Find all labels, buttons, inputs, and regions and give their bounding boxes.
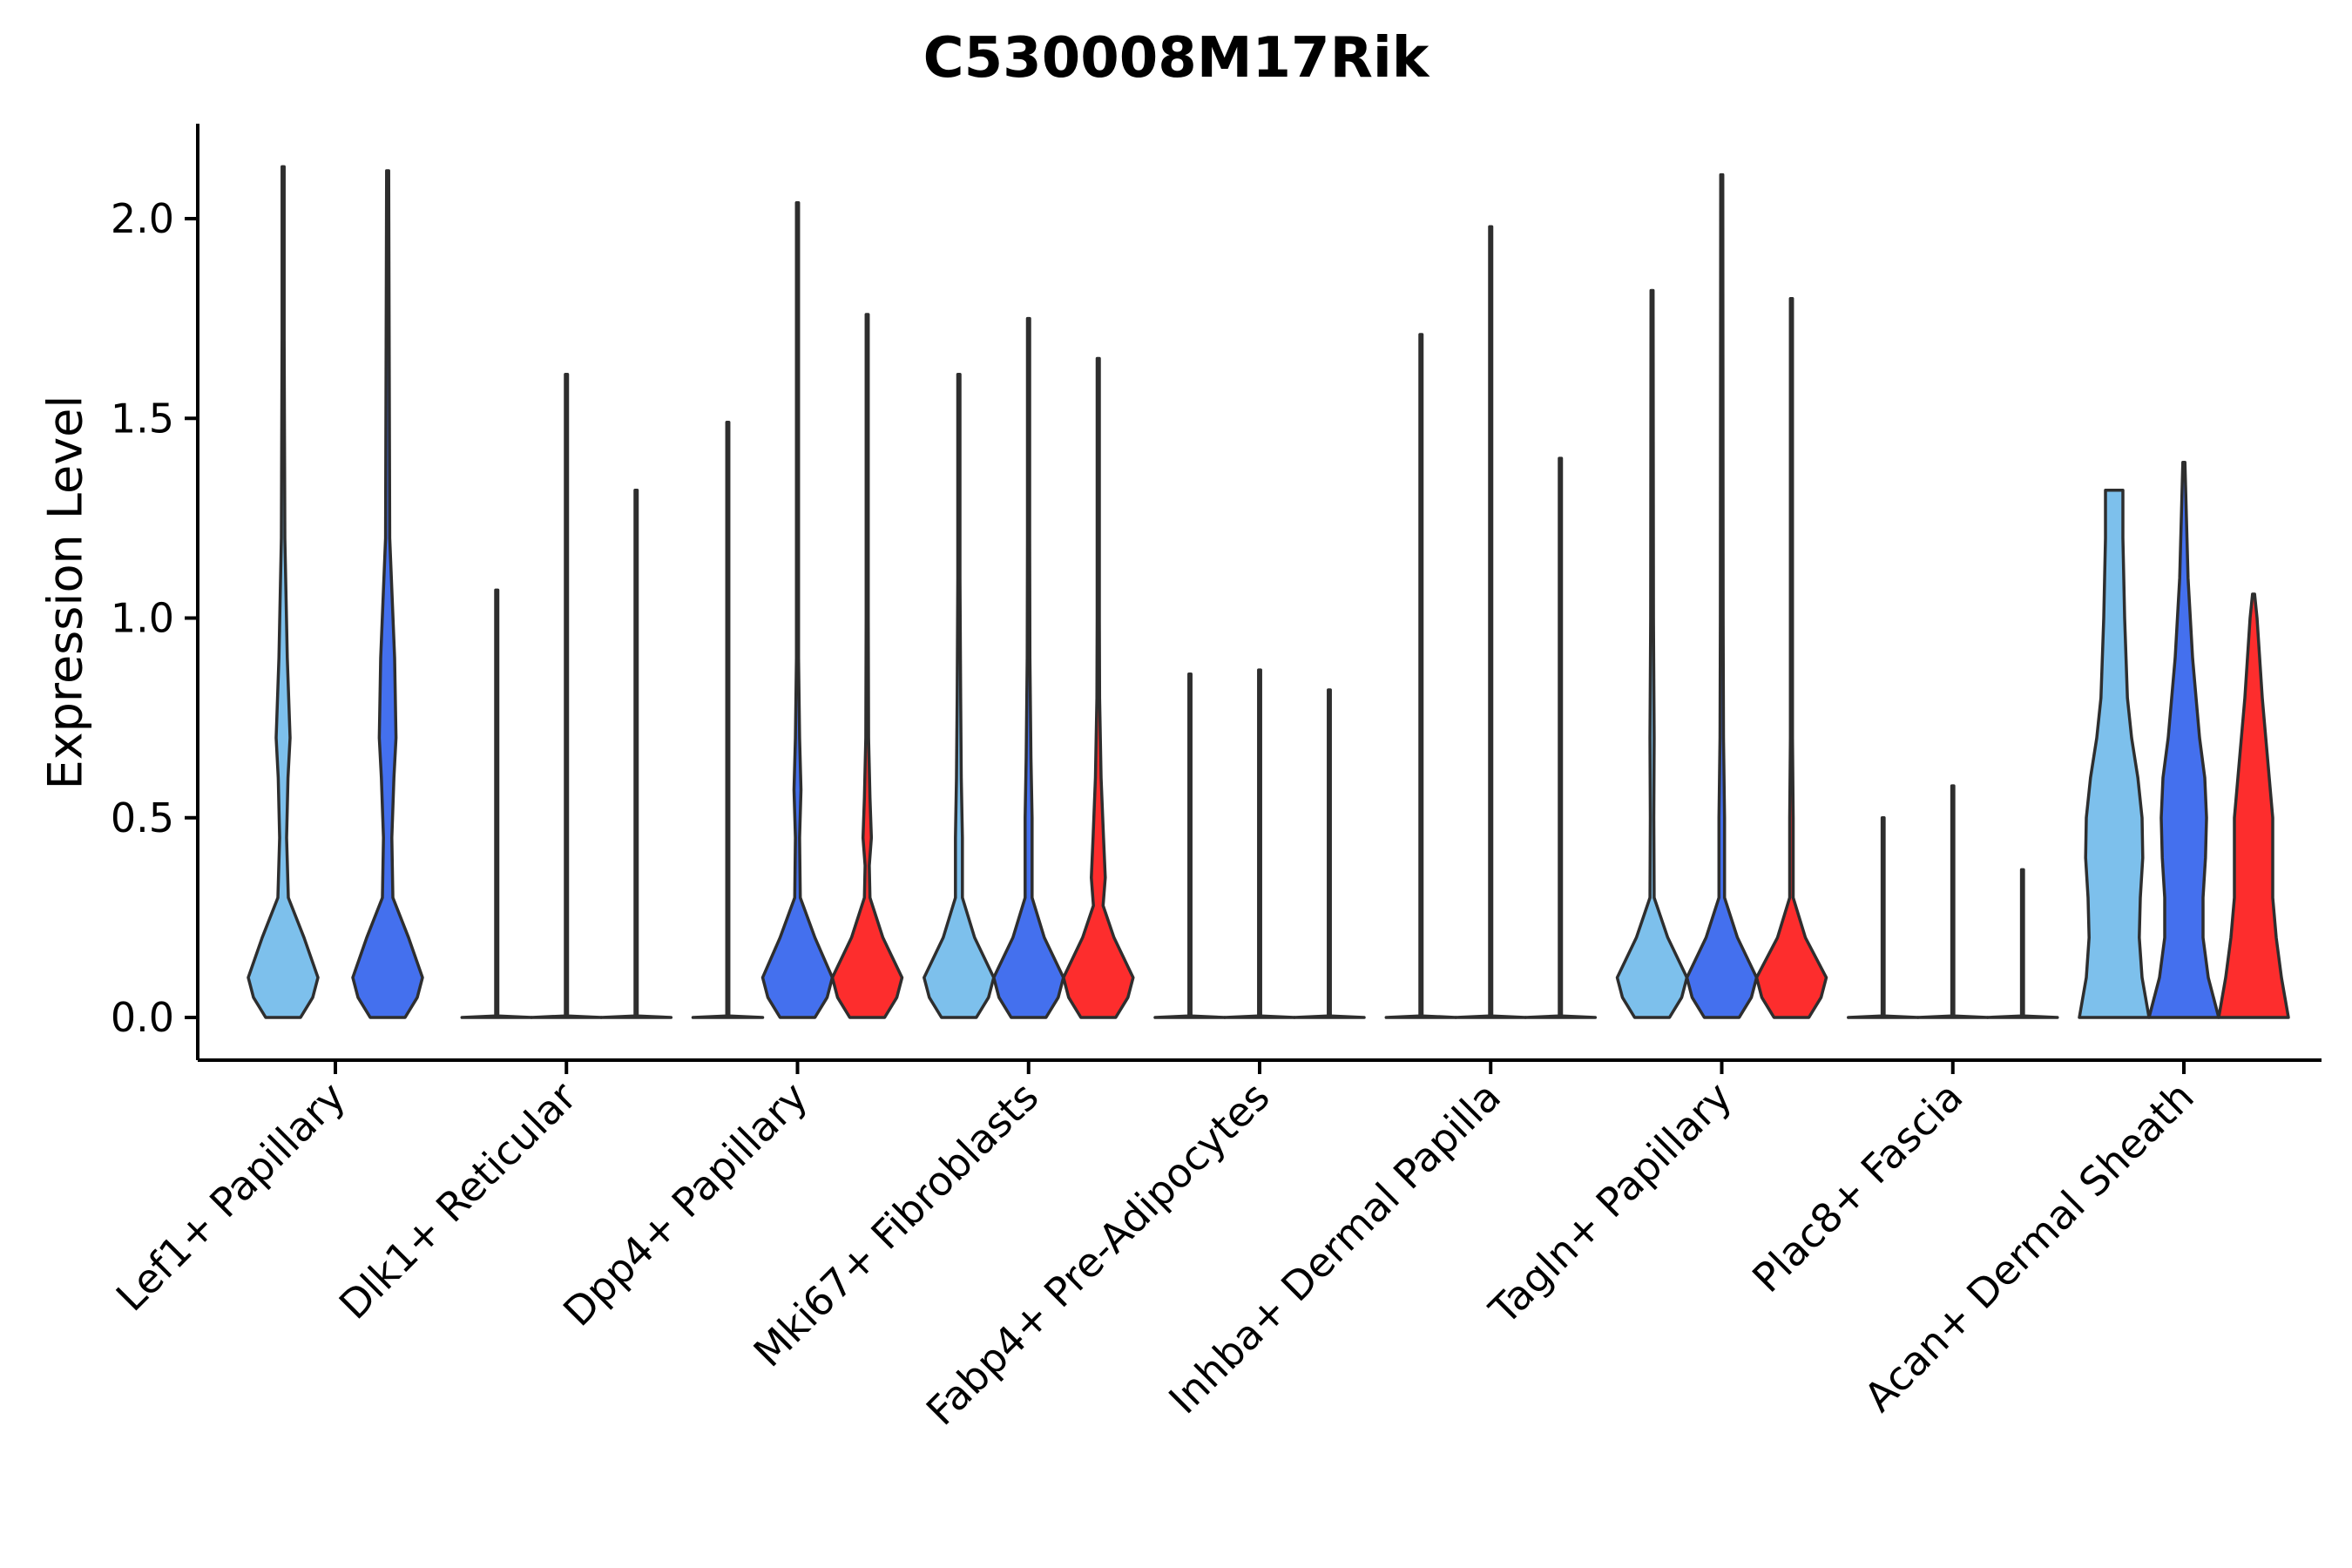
violin-inhba-dermal-papilla-blue	[1454, 225, 1528, 1019]
violin-dpp4-papillary-blue	[760, 200, 835, 1019]
x-tick-label-tagln-papillary: Tagln+ Papillary	[1480, 1073, 1741, 1335]
y-tick-label: 0.5	[111, 794, 174, 841]
violin-plac8-fascia-red	[1986, 868, 2059, 1019]
violin-fabp4-pre-adipocytes-red	[1293, 688, 1366, 1019]
y-ticks: 0.0 0.5 1.0 1.5 2.0	[111, 195, 198, 1041]
violin-mki67-fibroblasts-red	[1062, 356, 1135, 1019]
y-tick-label: 1.5	[111, 395, 174, 442]
y-tick-label: 2.0	[111, 195, 174, 242]
violins-layer	[247, 165, 2290, 1019]
violin-acan-dermal-sheath-light	[2078, 489, 2151, 1019]
violin-lef1-papillary-light	[247, 165, 320, 1019]
y-tick-label: 0.0	[111, 994, 174, 1041]
violin-tagln-papillary-blue	[1685, 172, 1759, 1019]
violin-dpp4-papillary-red	[830, 313, 904, 1019]
violin-dlk1-reticular-blue	[530, 373, 604, 1019]
violin-plac8-fascia-light	[1847, 816, 1920, 1019]
violin-inhba-dermal-papilla-red	[1524, 456, 1598, 1019]
violin-dpp4-papillary-light	[691, 421, 765, 1019]
violin-inhba-dermal-papilla-light	[1384, 333, 1458, 1019]
violin-lef1-papillary-blue	[351, 169, 424, 1019]
violin-fabp4-pre-adipocytes-blue	[1223, 668, 1296, 1019]
x-tick-label-dlk1-reticular: Dlk1+ Reticular	[330, 1073, 585, 1328]
x-tick-label-dpp4-papillary: Dpp4+ Papillary	[554, 1073, 816, 1335]
violin-acan-dermal-sheath-red	[2217, 592, 2290, 1019]
violin-fabp4-pre-adipocytes-light	[1153, 672, 1227, 1019]
violin-dlk1-reticular-light	[460, 588, 534, 1019]
violin-tagln-papillary-red	[1754, 296, 1828, 1019]
x-tick-label-plac8-fascia: Plac8+ Fascia	[1743, 1073, 1971, 1301]
violin-tagln-papillary-light	[1615, 288, 1689, 1019]
chart-title: C530008M17Rik	[923, 26, 1429, 91]
y-tick-label: 1.0	[111, 595, 174, 642]
violin-acan-dermal-sheath-blue	[2147, 460, 2220, 1019]
violin-dlk1-reticular-red	[599, 489, 673, 1019]
x-tick-label-lef1-papillary: Lef1+ Papillary	[107, 1073, 355, 1321]
violin-mki67-fibroblasts-light	[923, 373, 996, 1019]
violin-mki67-fibroblasts-blue	[992, 316, 1065, 1019]
violin-plac8-fascia-blue	[1916, 784, 1990, 1019]
